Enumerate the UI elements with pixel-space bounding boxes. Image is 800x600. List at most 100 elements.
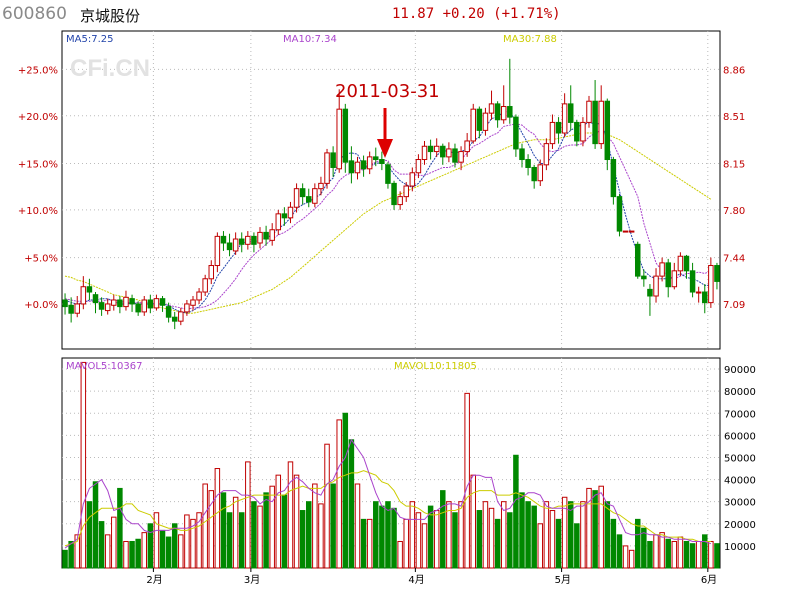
- candle: [507, 58, 513, 124]
- candle: [555, 117, 562, 144]
- month-label: 3月: [244, 574, 260, 586]
- volume-bar: [543, 501, 550, 569]
- ma30-label: MA30:7.88: [503, 34, 557, 45]
- candle: [659, 257, 665, 282]
- volume-bar: [671, 540, 678, 569]
- volume-bar: [653, 534, 659, 569]
- volume-bar: [354, 483, 361, 569]
- volume-tick-label: 50000: [724, 453, 756, 464]
- volume-bar: [488, 507, 495, 569]
- candle: [141, 296, 147, 316]
- candle: [287, 201, 294, 224]
- candle: [665, 258, 671, 298]
- candle: [464, 133, 470, 157]
- volume-bar: [525, 501, 531, 569]
- candle: [257, 227, 263, 249]
- volume-bar: [427, 505, 434, 569]
- candle: [354, 156, 361, 180]
- volume-bar: [208, 490, 215, 569]
- volume-bar: [348, 439, 355, 569]
- volume-bar: [299, 510, 306, 569]
- candle: [98, 297, 105, 316]
- candle: [184, 299, 190, 316]
- volume-bar: [464, 392, 470, 569]
- candle: [348, 146, 355, 184]
- volume-bar: [482, 501, 489, 569]
- volume-bar: [135, 538, 141, 569]
- volume-bar: [622, 545, 629, 569]
- mavol10-line: [64, 470, 711, 547]
- candle: [702, 284, 708, 314]
- candle: [531, 164, 537, 189]
- percent-tick-label: +0.0%: [24, 300, 58, 311]
- ma5-label: MA5:7.25: [66, 34, 113, 45]
- volume-bar: [330, 483, 336, 569]
- price-tick-label: 8.86: [723, 65, 745, 76]
- candle: [208, 260, 215, 285]
- volume-tick-label: 30000: [724, 498, 756, 509]
- volume-bar: [683, 540, 690, 569]
- month-label: 5月: [555, 574, 571, 586]
- candle: [385, 162, 391, 189]
- volume-bar: [446, 501, 452, 569]
- volume-bar: [196, 512, 202, 569]
- volume-bar: [129, 540, 135, 569]
- volume-bar: [318, 503, 324, 569]
- mavol10-label: MAVOL10:11805: [394, 361, 477, 372]
- candle: [604, 98, 611, 171]
- candle: [580, 117, 586, 147]
- volume-bar: [421, 523, 428, 569]
- candle: [519, 143, 525, 168]
- candle: [592, 80, 598, 149]
- candle: [330, 146, 336, 177]
- volume-bar: [214, 468, 221, 569]
- volume-bar: [366, 518, 373, 569]
- volume-bar: [342, 412, 349, 569]
- candle: [598, 85, 604, 149]
- candle: [366, 151, 373, 175]
- candle: [622, 230, 629, 233]
- volume-bar: [104, 534, 111, 569]
- candle: [671, 262, 678, 290]
- candle: [135, 301, 141, 316]
- volume-bar: [184, 514, 190, 569]
- ma10-line: [64, 123, 712, 310]
- percent-tick-label: +10.0%: [18, 206, 58, 217]
- candle: [159, 296, 166, 312]
- mavol5-line: [64, 438, 712, 549]
- volume-bar: [220, 492, 227, 569]
- candle: [251, 232, 257, 253]
- candle: [543, 138, 550, 171]
- volume-bar: [80, 361, 87, 569]
- candle: [306, 188, 312, 208]
- price-tick-label: 7.09: [723, 300, 745, 311]
- candle: [80, 276, 87, 310]
- volume-bar: [561, 496, 568, 569]
- candle: [403, 182, 409, 202]
- volume-bar: [98, 521, 105, 569]
- volume-bar: [519, 492, 525, 569]
- volume-bar: [86, 501, 93, 569]
- volume-bar: [373, 501, 379, 569]
- candle: [567, 85, 574, 131]
- stock-name: 京城股份: [80, 7, 141, 25]
- volume-bar: [440, 490, 446, 569]
- candle: [147, 294, 154, 314]
- candle: [446, 142, 452, 163]
- volume-bar: [610, 518, 617, 569]
- volume-bar: [695, 540, 702, 569]
- volume-tick-label: 20000: [724, 520, 756, 531]
- candle: [586, 95, 592, 128]
- volume-tick-label: 60000: [724, 431, 756, 442]
- volume-bar: [68, 540, 74, 569]
- volume-tick-label: 80000: [724, 387, 756, 398]
- candle: [513, 114, 519, 157]
- candle: [409, 167, 416, 192]
- volume-tick-label: 70000: [724, 409, 756, 420]
- volume-bar: [92, 481, 99, 569]
- candle: [232, 232, 239, 255]
- candle: [482, 107, 489, 136]
- volume-bar: [287, 461, 294, 569]
- candle: [610, 156, 617, 205]
- month-label: 4月: [408, 574, 424, 586]
